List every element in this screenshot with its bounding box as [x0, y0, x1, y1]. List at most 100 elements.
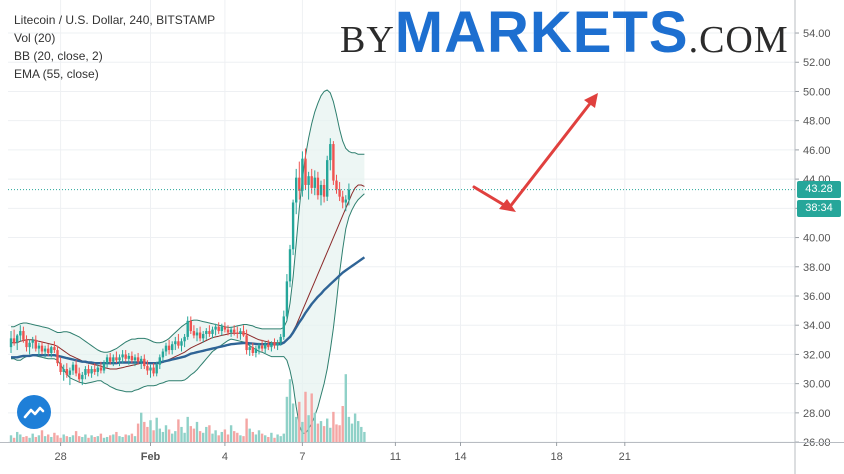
volume-bar	[301, 421, 304, 442]
legend-symbol[interactable]: Litecoin / U.S. Dollar, 240, BITSTAMP	[14, 13, 216, 27]
ema-path	[11, 256, 366, 365]
volume-bar	[288, 379, 292, 442]
volume-bar	[34, 436, 37, 442]
candle-body	[78, 373, 81, 380]
candle-body	[56, 350, 59, 364]
volume-bar	[177, 419, 180, 442]
candle-body	[341, 196, 344, 203]
legend-ema[interactable]: EMA (55, close)	[14, 67, 99, 81]
volume-bar	[335, 424, 338, 442]
candle-body	[257, 345, 261, 349]
volume-bar	[143, 421, 146, 442]
candle-body	[208, 331, 211, 334]
volume-bar	[105, 436, 109, 442]
candle-body	[112, 357, 115, 362]
volume-bar	[353, 413, 357, 442]
price-tick-label: 36.00	[803, 291, 831, 303]
candle-body	[319, 184, 323, 196]
candle-body	[254, 348, 258, 353]
countdown-tag: 38:34	[797, 199, 841, 217]
volume-bar	[133, 436, 137, 442]
candle-body	[344, 199, 347, 203]
volume-bar	[71, 435, 75, 442]
candle-body	[220, 326, 223, 332]
volume-bar	[295, 416, 298, 442]
candle-body	[282, 316, 285, 337]
candle-body	[65, 369, 68, 375]
price-tick-label: 50.00	[803, 86, 831, 98]
arrow-down-head	[499, 199, 516, 212]
candle-body	[31, 339, 34, 343]
volume-bar	[251, 431, 254, 442]
candle-body	[47, 348, 50, 353]
candle-body	[115, 357, 118, 361]
candle-body	[180, 341, 183, 346]
candle-body	[40, 345, 44, 352]
candle-body	[62, 369, 65, 372]
volume-bar	[236, 432, 239, 442]
tradingview-logo-button[interactable]	[17, 395, 51, 429]
candle-body	[322, 184, 326, 197]
volume-bar	[50, 436, 53, 442]
price-tick-label: 48.00	[803, 116, 831, 128]
volume-bar	[319, 421, 323, 442]
volume-bar	[254, 434, 258, 442]
price-tick-label: 38.00	[803, 262, 831, 274]
volume-bar	[245, 418, 248, 442]
tradingview-cloud-icon	[23, 406, 45, 419]
volume-bar	[326, 418, 329, 442]
volume-bar	[332, 411, 335, 442]
candle-body	[12, 338, 16, 343]
volume-bar	[347, 416, 351, 442]
candle-body	[245, 335, 248, 351]
candle-body	[183, 336, 186, 342]
forecast-arrows	[472, 93, 598, 212]
volume-bar	[189, 426, 192, 442]
volume-bar	[195, 421, 199, 442]
time-axis[interactable]: 28 Feb 4 7 11 14 18 21	[0, 442, 844, 463]
volume-bar	[344, 374, 347, 442]
volume-bar	[9, 435, 13, 442]
legend-volume[interactable]: Vol (20)	[14, 31, 56, 45]
candle-body	[273, 342, 276, 346]
price-tick-label: 40.00	[803, 233, 831, 245]
volume-bar	[40, 430, 44, 442]
legend-bollinger[interactable]: BB (20, close, 2)	[14, 49, 103, 63]
volume-bar	[202, 432, 205, 442]
volume-bar	[124, 434, 127, 442]
bb-basis-line	[11, 184, 365, 370]
candle-body	[189, 320, 192, 332]
candle-body	[248, 347, 251, 351]
volume-bar	[211, 433, 214, 442]
candle-body	[68, 370, 72, 375]
candle-body	[326, 160, 329, 197]
volume-bar	[146, 426, 149, 442]
volume-bar	[316, 423, 320, 442]
brand-com: .COM	[688, 19, 789, 61]
volume-bar	[152, 430, 155, 442]
volume-bar	[350, 423, 354, 442]
candle-body	[264, 344, 267, 349]
candle-body	[205, 331, 208, 334]
volume-bar	[248, 428, 251, 442]
volume-bar	[161, 431, 165, 442]
volume-bar	[239, 435, 242, 442]
candle-body	[121, 354, 124, 358]
volume-bar	[279, 436, 282, 442]
candle-body	[239, 331, 242, 334]
candle-body	[174, 341, 177, 345]
volume-bar	[19, 434, 22, 442]
volume-bar	[136, 423, 140, 442]
candle-body	[338, 189, 341, 197]
time-tick-label: 28	[54, 451, 66, 463]
volume-bar	[65, 436, 68, 442]
volume-bar	[338, 425, 341, 442]
candle-body	[84, 369, 87, 375]
candle-body	[242, 331, 245, 336]
volume-bar	[96, 436, 99, 442]
volume-bar	[242, 436, 245, 442]
candle-body	[171, 344, 174, 351]
volume-bar	[214, 430, 217, 442]
volume-bar	[118, 436, 121, 442]
